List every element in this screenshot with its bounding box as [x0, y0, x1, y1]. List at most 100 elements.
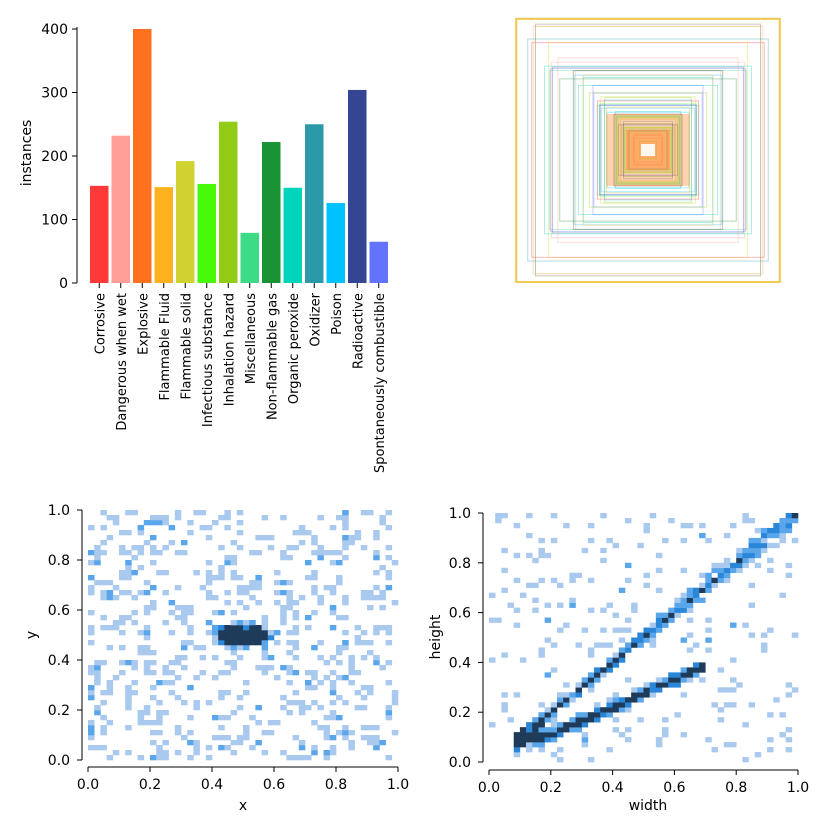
xy-y-tick-label: 0.8 — [48, 553, 70, 569]
xy-heatmap-cell — [156, 520, 163, 526]
wh-heatmap-cell — [606, 702, 613, 708]
wh-heatmap-cell — [631, 687, 638, 693]
wh-heatmap-cell — [513, 752, 521, 758]
xy-heatmap-cell — [162, 515, 169, 521]
bar-spontaneously-combustible — [369, 241, 388, 283]
xy-heatmap-cell — [212, 735, 219, 741]
wh-heatmap-cell — [705, 572, 712, 579]
wh-heatmap-cell — [618, 702, 626, 708]
xy-heatmap-cell — [236, 695, 244, 701]
xy-heatmap-cell — [150, 695, 157, 701]
wh-heatmap-cell — [581, 717, 589, 723]
wh-heatmap-cell — [736, 547, 743, 554]
xy-heatmap-cell — [205, 755, 213, 761]
wh-heatmap-cell — [526, 747, 533, 753]
wh-heatmap-cell — [723, 742, 731, 748]
xy-heatmap-cell — [305, 625, 312, 631]
xy-heatmap-cell — [329, 735, 337, 741]
wh-heatmap-cell — [538, 647, 545, 653]
xy-heatmap-cell — [354, 690, 362, 696]
wh-heatmap-cell — [649, 622, 657, 628]
xy-heatmap-cell — [373, 550, 380, 556]
wh-heatmap-cell — [556, 627, 564, 633]
bar-x-tick-label: Poison — [330, 293, 345, 335]
xy-heatmap-cell — [298, 755, 306, 761]
xy-heatmap-cell — [249, 580, 256, 586]
xy-heatmap-cell — [230, 575, 238, 581]
xy-heatmap-cell — [323, 715, 331, 721]
xy-heatmap-cell — [373, 630, 380, 636]
xy-heatmap-cell — [373, 585, 380, 591]
wh-heatmap-cell — [624, 647, 632, 653]
wh-heatmap-cell — [662, 677, 669, 683]
xy-heatmap-cell — [218, 610, 225, 616]
bar-y-axis-label: instances — [19, 120, 35, 187]
wh-heatmap-cell — [705, 587, 712, 593]
xy-heatmap-cell — [174, 725, 182, 731]
xy-heatmap-cell — [224, 745, 231, 751]
xy-heatmap-cell — [187, 610, 194, 616]
xy-heatmap-cell — [286, 595, 293, 601]
wh-heatmap-cell — [680, 597, 688, 603]
wh-heatmap-cell — [575, 682, 582, 688]
wh-heatmap-cell — [501, 587, 508, 593]
wh-heatmap-cell — [538, 712, 545, 718]
xy-heatmap-cell — [143, 710, 151, 716]
xy-heatmap-cell — [373, 660, 380, 666]
wh-heatmap-cell — [550, 717, 558, 723]
xy-y-tick-label: 0.0 — [48, 753, 70, 769]
xy-heatmap-cell — [249, 550, 256, 556]
xy-heatmap-cell — [305, 685, 312, 691]
wh-heatmap-cell — [600, 557, 607, 564]
wh-heatmap-cell — [544, 602, 552, 608]
wh-heatmap-cell — [556, 692, 564, 698]
wh-heatmap-cell — [618, 697, 626, 703]
xy-heatmap-cell — [261, 620, 269, 626]
wh-heatmap-cell — [513, 522, 521, 529]
wh-heatmap-cell — [624, 627, 632, 633]
wh-heatmap-cell — [532, 607, 539, 613]
box-outline — [623, 123, 673, 177]
wh-heatmap-cell — [569, 602, 576, 608]
wh-heatmap-cell — [569, 572, 576, 579]
wh-heatmap-cell — [618, 657, 626, 663]
xy-heatmap-cell — [143, 590, 151, 596]
box-density-center — [641, 144, 655, 156]
wh-heatmap-cell — [723, 557, 731, 564]
xy-heatmap-cell — [174, 660, 182, 666]
xy-heatmap-cell — [125, 750, 132, 756]
wh-heatmap-cell — [705, 577, 712, 584]
wh-heatmap-cell — [532, 597, 539, 603]
xy-heatmap-cell — [106, 685, 114, 691]
wh-heatmap-cell — [742, 557, 749, 564]
box-outline — [624, 129, 672, 171]
xy-heatmap-cell — [243, 680, 250, 686]
wh-heatmap-cell — [587, 677, 595, 683]
xy-heatmap-cell — [199, 645, 207, 651]
box-outline — [544, 65, 752, 235]
wh-heatmap-cell — [563, 692, 570, 698]
xy-heatmap-cell — [385, 585, 393, 591]
xy-heatmap-cell — [329, 670, 337, 676]
xy-heatmap-cell — [249, 625, 256, 631]
wh-heatmap-cell — [538, 552, 545, 559]
xy-heatmap-cell — [311, 610, 318, 616]
wh-heatmap-cell — [550, 707, 558, 713]
wh-heatmap-cell — [526, 582, 533, 588]
wh-heatmap-cell — [785, 737, 793, 743]
xy-heatmap-cell — [274, 590, 281, 596]
wh-heatmap-cell — [668, 677, 675, 683]
wh-heatmap-cell — [791, 513, 799, 519]
wh-heatmap-cell — [550, 513, 558, 519]
xy-heatmap-cell — [137, 650, 145, 656]
xy-heatmap-cell — [230, 620, 238, 626]
wh-heatmap-cell — [785, 682, 793, 688]
xy-heatmap-cell — [125, 700, 132, 706]
box-outline — [599, 105, 697, 195]
wh-heatmap-cell — [575, 722, 582, 728]
wh-heatmap-cell — [680, 537, 688, 544]
xy-heatmap-cell — [255, 535, 262, 541]
xy-heatmap-cell — [336, 675, 343, 681]
xy-heatmap-cell — [212, 520, 219, 526]
xy-heatmap-cell — [125, 705, 132, 711]
